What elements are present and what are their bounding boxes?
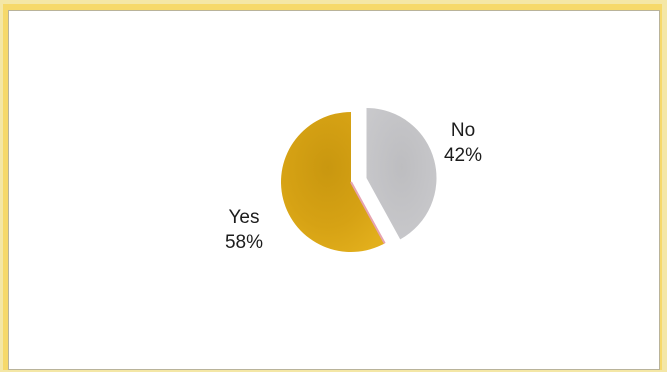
pie-slice-edge-yes — [350, 181, 386, 244]
slice-label-yes-percent: 58% — [225, 232, 263, 253]
slice-label-no-percent: 42% — [444, 145, 482, 166]
pie-chart: No 42% Yes 58% — [225, 108, 482, 253]
slice-label-no-name: No — [451, 120, 475, 141]
pie-slices — [280, 108, 437, 252]
chart-panel: No 42% Yes 58% — [8, 10, 660, 370]
slice-label-yes-name: Yes — [229, 207, 260, 228]
pie-labels: No 42% Yes 58% — [225, 120, 482, 253]
chart-frame: No 42% Yes 58% — [3, 4, 662, 370]
pie-slice-no — [366, 108, 437, 240]
pie-slice-yes — [280, 112, 385, 252]
